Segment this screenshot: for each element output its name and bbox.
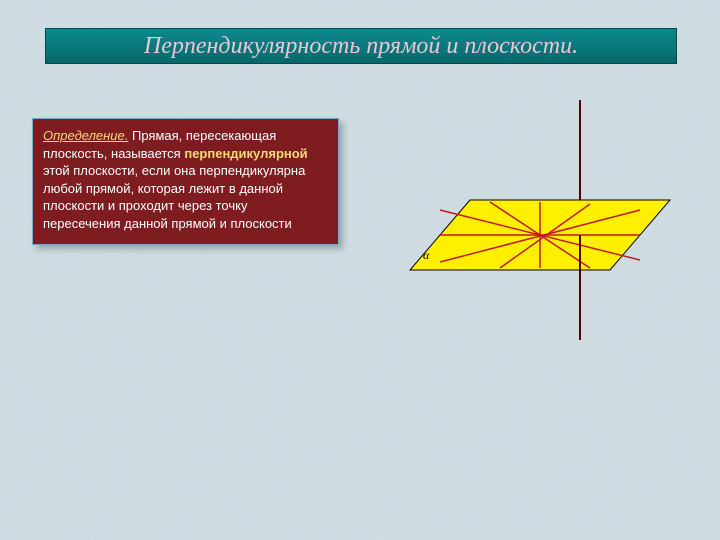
definition-label: Определение. — [43, 128, 128, 143]
perpendicularity-diagram — [380, 90, 700, 350]
plane-label-alpha: α — [423, 248, 429, 263]
definition-keyword: перпендикулярной — [184, 146, 307, 161]
definition-box: Определение. Прямая, пересекающая плоско… — [32, 118, 339, 245]
definition-body-after: этой плоскости, если она перпендикулярна… — [43, 163, 305, 231]
title-banner: Перпендикулярность прямой и плоскости. — [45, 28, 677, 64]
page-title: Перпендикулярность прямой и плоскости. — [144, 33, 578, 60]
